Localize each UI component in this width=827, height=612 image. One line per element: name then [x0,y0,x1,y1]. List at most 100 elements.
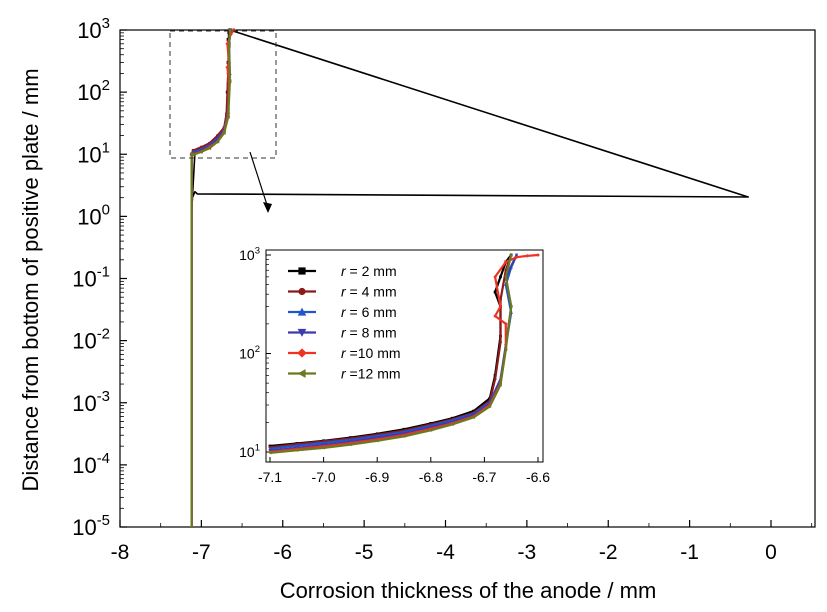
main-y-tick-label-exp: -3 [97,388,110,405]
main-y-tick-label: 10-2 [72,326,110,354]
inset-data-point [321,446,325,450]
inset-y-tick-label: 103 [239,246,260,263]
legend-marker [298,287,306,296]
inset-y-tick-label-exp: 2 [255,344,260,355]
inset-data-point [493,290,497,294]
legend-marker [297,369,306,378]
main-y-tick-label-base: 10 [77,18,101,43]
inset-data-point [498,304,503,309]
inset-data-point [429,428,433,432]
y-axis-title: Distance from bottom of positive plate /… [18,68,43,491]
main-x-tick-label: -4 [436,541,455,564]
inset-data-point [498,383,502,387]
legend-label-text: = 2 mm [346,263,397,279]
main-data-point [199,149,203,154]
main-y-tick-label: 10-4 [72,450,110,478]
main-y-tick-label: 101 [77,139,110,167]
inset-data-point [499,340,502,344]
inset-legend: r = 2 mmr = 4 mmr = 6 mmr = 8 mmr =10 mm… [288,263,401,382]
inset-x-tick-label: -6.7 [472,469,496,485]
main-y-tick-label-exp: -1 [97,264,110,281]
inset-x-tick-label: -7.1 [258,469,282,485]
inset-data-point [499,275,502,279]
legend-label: r =10 mm [341,345,401,361]
main-data-point [207,146,212,151]
inset-data-point [295,448,299,453]
main-y-tick-label: 10-1 [72,264,110,292]
inset-y-tick-label: 102 [239,344,260,361]
main-x-tick-label: -2 [599,541,618,564]
main-x-tick-label: -3 [518,541,537,564]
legend-label-text: = 6 mm [346,304,397,320]
main-data-point [227,28,232,32]
main-data-point [215,139,220,144]
inset-x-tick-label: -7.0 [312,469,336,485]
main-y-tick-label-base: 10 [72,329,96,354]
inset-data-point [268,451,272,455]
main-y-tick-label-base: 10 [77,204,101,229]
legend-label-text: = 8 mm [346,325,397,341]
inset-y-tick-label-base: 10 [239,346,255,362]
inset-data-point [525,254,530,258]
main-y-tick-label-base: 10 [72,267,96,292]
inset-data-point [504,275,508,279]
main-data-point [225,65,230,70]
legend-label: r =12 mm [341,366,401,382]
inset-data-point [514,253,519,257]
inset-y-tick-label: 101 [239,443,260,460]
inset-y-tick-label-base: 10 [239,444,255,460]
main-y-tick-label: 10-3 [72,388,110,416]
inset-data-point [493,314,497,318]
main-x-tick-label: -8 [111,541,130,564]
legend-label-r: r [341,304,347,320]
main-y-tick-label-base: 10 [77,142,101,167]
legend-label: r = 2 mm [341,263,397,279]
main-y-tick-label: 102 [77,77,110,105]
main-y-tick-label-exp: -5 [97,512,110,529]
inset-data-point [450,422,454,427]
inset-data-point [321,441,326,445]
main-series-group [189,27,750,527]
zoom-arrow-line [249,151,269,209]
main-y-tick-label-base: 10 [77,80,101,105]
inset-data-point [504,260,508,264]
main-y-tick-label: 100 [77,201,110,229]
legend-marker [298,267,306,275]
legend-label-r: r [341,263,347,279]
main-y-tick-label: 10-5 [72,512,110,540]
legend-marker [297,307,307,316]
inset-data-point [504,322,508,326]
inset-data-point [488,404,492,409]
inset-data-point [509,304,513,309]
inset-data-point [509,253,513,257]
inset-y-tick-label-exp: 3 [255,246,260,257]
main-x-tick-label: -1 [680,541,699,564]
legend-marker [297,348,307,358]
main-y-tick-label-base: 10 [72,515,96,540]
main-y-tick-label-base: 10 [72,453,96,478]
main-data-point [225,41,230,46]
main-x-tick-label: 0 [765,541,777,564]
main-x-tick-label: -5 [355,541,374,564]
legend-label-r: r [341,345,347,361]
main-y-tick-label-exp: 2 [102,77,110,94]
inset-data-point [536,253,540,257]
inset-y-tick-label-base: 10 [239,247,255,263]
inset-y-tick-label-exp: 1 [255,443,260,454]
legend-label-r: r [341,366,347,382]
inset-x-tick-label: -6.9 [365,469,389,485]
zoom-arrow-head [263,202,272,213]
legend-label-r: r [341,325,347,341]
legend-label: r = 6 mm [341,304,397,320]
main-y-tick-label-base: 10 [72,391,96,416]
main-data-point [227,79,232,84]
main-data-point [227,44,231,49]
main-y-tick-label-exp: 1 [102,139,110,156]
main-y-tick-label: 103 [77,15,110,43]
legend-label: r = 8 mm [341,325,397,341]
inset-data-point [472,409,476,413]
inset-data-point [402,434,406,439]
